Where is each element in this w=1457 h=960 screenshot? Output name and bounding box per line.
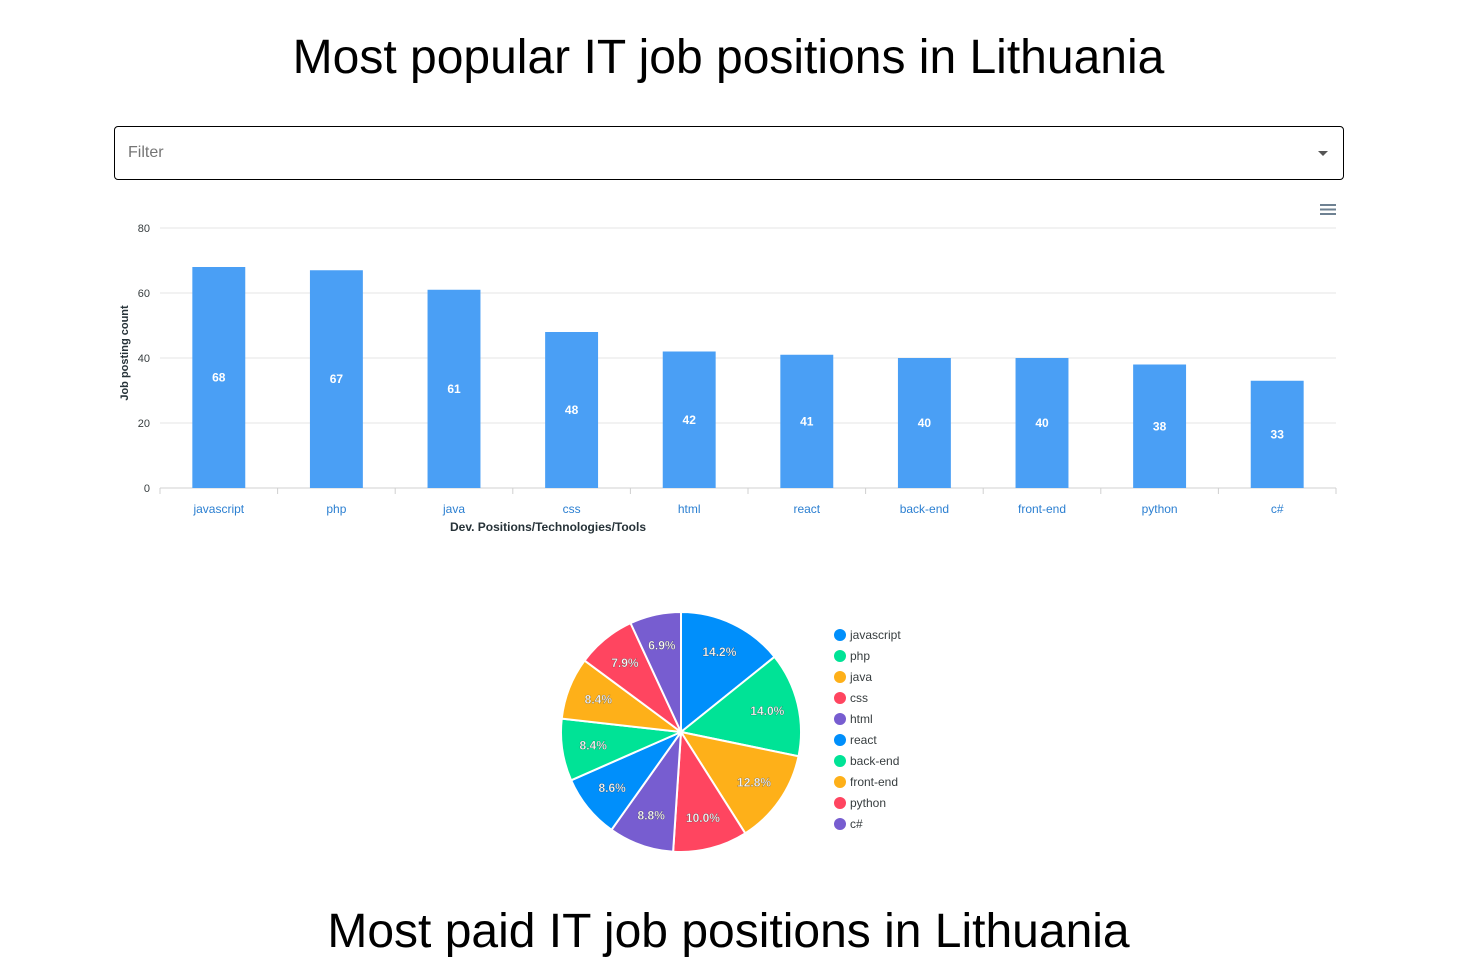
legend-label: css bbox=[850, 691, 868, 705]
y-tick-label: 80 bbox=[138, 223, 150, 235]
legend-marker bbox=[834, 755, 846, 767]
dropdown-arrow-icon[interactable] bbox=[1318, 151, 1328, 156]
x-tick-label: react bbox=[793, 502, 820, 516]
bar-value-label: 42 bbox=[683, 413, 697, 427]
bar bbox=[545, 332, 599, 488]
bar-value-label: 38 bbox=[1153, 419, 1167, 433]
page-title: Most popular IT job positions in Lithuan… bbox=[292, 31, 1165, 84]
pie-percent-label: 8.4% bbox=[585, 693, 613, 707]
legend-marker bbox=[834, 797, 846, 809]
legend-marker bbox=[834, 692, 846, 704]
pie-slice bbox=[678, 730, 800, 835]
bar bbox=[1133, 364, 1187, 488]
legend-label: react bbox=[850, 733, 877, 747]
legend-marker bbox=[834, 818, 846, 830]
legend-label: python bbox=[850, 796, 886, 810]
section-title: Most paid IT job positions in Lithuania bbox=[327, 905, 1130, 958]
hamburger-menu-icon[interactable] bbox=[1320, 204, 1336, 215]
x-tick-label: java bbox=[442, 502, 465, 516]
bar-value-label: 48 bbox=[565, 403, 579, 417]
bar bbox=[1250, 380, 1304, 488]
pie-chart: 14.2% 14.0% 12.8% 10.0% 8.8% 8.6% 8.4% 8.4% 7.9%… bbox=[560, 610, 901, 853]
x-tick-label: front-end bbox=[1018, 502, 1066, 516]
legend-label: back-end bbox=[850, 754, 899, 768]
bar-value-label: 33 bbox=[1271, 427, 1285, 441]
legend-label: javascript bbox=[849, 628, 901, 642]
filter-select[interactable]: Filter bbox=[114, 126, 1344, 180]
y-tick-label: 40 bbox=[138, 353, 150, 365]
legend-label: php bbox=[850, 649, 870, 663]
legend-marker bbox=[834, 734, 846, 746]
y-tick-label: 60 bbox=[138, 288, 150, 300]
bar-value-label: 68 bbox=[212, 371, 226, 385]
filter-placeholder: Filter bbox=[128, 144, 164, 161]
pie-slice bbox=[678, 655, 802, 758]
y-tick-label: 20 bbox=[138, 418, 150, 430]
pie-slice bbox=[672, 728, 747, 853]
pie-percent-label: 8.4% bbox=[580, 738, 608, 752]
bar-value-label: 40 bbox=[918, 416, 932, 430]
bar bbox=[780, 354, 834, 488]
legend-marker bbox=[834, 713, 846, 725]
pie-percent-label: 8.6% bbox=[598, 781, 626, 795]
legend-label: html bbox=[850, 712, 873, 726]
legend-marker bbox=[834, 671, 846, 683]
x-tick-label: c# bbox=[1271, 502, 1284, 516]
x-tick-label: back-end bbox=[900, 502, 949, 516]
legend-label: front-end bbox=[850, 775, 898, 789]
pie-percent-label: 7.9% bbox=[611, 656, 639, 670]
pie-slice bbox=[629, 610, 682, 733]
x-tick-label: css bbox=[563, 502, 581, 516]
pie-percent-label: 12.8% bbox=[737, 775, 771, 789]
legend-marker bbox=[834, 650, 846, 662]
legend-label: java bbox=[849, 670, 872, 684]
bar-value-label: 61 bbox=[447, 382, 461, 396]
legend-marker bbox=[834, 776, 846, 788]
bar-value-label: 41 bbox=[800, 414, 814, 428]
bar bbox=[662, 351, 716, 488]
pie-percent-label: 14.2% bbox=[702, 645, 736, 659]
x-tick-label: html bbox=[678, 502, 701, 516]
pie-percent-label: 10.0% bbox=[686, 811, 720, 825]
bar-value-label: 67 bbox=[330, 372, 344, 386]
x-tick-label: python bbox=[1142, 502, 1178, 516]
bar-value-label: 40 bbox=[1035, 416, 1049, 430]
bar-chart: 0 20 40 60 80 68 javascript 67 php 61 java 48 css 42 h… bbox=[119, 223, 1337, 534]
pie-slice bbox=[680, 610, 776, 735]
x-tick-label: javascript bbox=[192, 502, 244, 516]
bar bbox=[427, 289, 481, 488]
legend-marker bbox=[834, 629, 846, 641]
x-axis-title: Dev. Positions/Technologies/Tools bbox=[450, 520, 646, 534]
bar bbox=[192, 267, 246, 488]
bar bbox=[1015, 358, 1069, 488]
pie-percent-label: 8.8% bbox=[638, 809, 666, 823]
legend-label: c# bbox=[850, 817, 863, 831]
bar bbox=[897, 358, 951, 488]
pie-percent-label: 14.0% bbox=[750, 704, 784, 718]
pie-percent-label: 6.9% bbox=[648, 638, 676, 652]
y-tick-label: 0 bbox=[144, 483, 150, 495]
bar bbox=[309, 270, 363, 488]
y-axis-title: Job posting count bbox=[119, 305, 131, 401]
x-tick-label: php bbox=[326, 502, 346, 516]
